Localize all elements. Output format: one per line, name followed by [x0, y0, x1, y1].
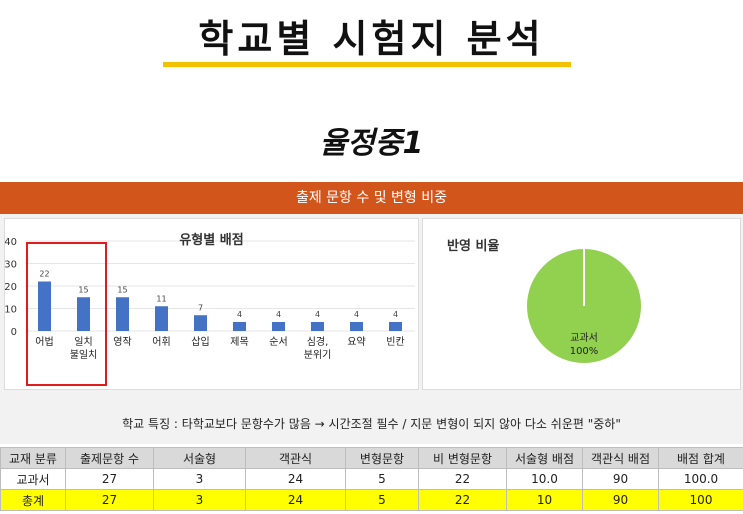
- x-tick-label: 분위기: [304, 348, 332, 361]
- table-cell: 27: [65, 489, 154, 511]
- table-cell: 90: [582, 489, 659, 511]
- panel-header: 출제 문항 수 및 변형 비중: [0, 182, 743, 214]
- bar: [38, 281, 51, 331]
- col-header: 서술형 배점: [506, 447, 583, 469]
- analysis-panel: 출제 문항 수 및 변형 비중 0 10 20 30 40 22 어법 15 일치 불일치 15 영작…: [0, 182, 743, 444]
- table-cell: 22: [418, 468, 507, 490]
- x-tick-label: 심경,: [307, 335, 329, 348]
- pie-data-label: 교과서: [570, 332, 598, 344]
- table-cell: 3: [153, 489, 246, 511]
- page-title: 학교별 시험지 분석: [198, 17, 545, 61]
- table-cell: 교과서: [0, 468, 66, 490]
- pie-chart: 교과서 100%: [527, 249, 641, 363]
- table-cell: 5: [345, 489, 419, 511]
- school-feature-note: 학교 특징 : 타학교보다 문항수가 많음 → 시간조절 필수 / 지문 변형이…: [122, 417, 621, 431]
- bar: [77, 297, 90, 331]
- data-label: 22: [39, 270, 49, 279]
- y-tick-label: 20: [5, 282, 17, 293]
- bar: [194, 315, 207, 331]
- bar: [389, 322, 402, 331]
- y-tick-label: 0: [11, 327, 17, 338]
- col-header: 배점 합계: [658, 447, 743, 469]
- x-tick-label: 어휘: [152, 336, 170, 348]
- table-cell: 24: [245, 468, 346, 490]
- pie-chart-card: 반영 비율 교과서 100%: [422, 218, 741, 390]
- y-tick-label: 30: [5, 260, 17, 271]
- x-tick-label: 순서: [269, 336, 287, 348]
- table-cell: 총계: [0, 489, 66, 511]
- bar: [350, 322, 363, 331]
- bar-chart-title: 유형별 배점: [179, 233, 244, 248]
- table-cell: 22: [418, 489, 507, 511]
- x-tick-label: 어법: [35, 336, 53, 348]
- data-label: 7: [198, 303, 203, 312]
- data-label: 4: [237, 310, 242, 319]
- bar-chart-card: 0 10 20 30 40 22 어법 15 일치 불일치 15 영작 11 어휘 7 삽입 4 제목 4 순서 4 심경…: [4, 218, 419, 390]
- table-cell: 10: [506, 489, 583, 511]
- col-header: 서술형: [153, 447, 246, 469]
- bar: [116, 297, 129, 331]
- data-label: 4: [276, 310, 281, 319]
- title-underline: [163, 62, 571, 67]
- x-tick-label: 불일치: [70, 349, 98, 361]
- data-label: 4: [354, 310, 359, 319]
- table-cell: 90: [582, 468, 659, 490]
- summary-table: 교재 분류 출제문항 수 서술형 객관식 변형문항 비 변형문항 서술형 배점 …: [0, 447, 743, 511]
- highlight-box: [26, 242, 107, 386]
- x-tick-label: 삽입: [191, 335, 209, 348]
- x-tick-label: 빈칸: [386, 336, 404, 348]
- y-tick-label: 10: [5, 305, 17, 316]
- data-label: 15: [78, 285, 88, 294]
- y-tick-label: 40: [5, 237, 17, 248]
- bar: [311, 322, 324, 331]
- table-header-row: 교재 분류 출제문항 수 서술형 객관식 변형문항 비 변형문항 서술형 배점 …: [0, 447, 743, 469]
- bar: [233, 322, 246, 331]
- bar: [272, 322, 285, 331]
- pie-chart-title: 반영 비율: [447, 239, 500, 254]
- table-cell: 24: [245, 489, 346, 511]
- table-cell: 5: [345, 468, 419, 490]
- table-cell: 3: [153, 468, 246, 490]
- data-label: 15: [117, 285, 127, 294]
- x-tick-label: 영작: [113, 336, 131, 348]
- table-row: 총계 27 3 24 5 22 10 90 100: [0, 489, 743, 511]
- x-tick-label: 제목: [230, 336, 248, 348]
- x-tick-label: 일치: [74, 336, 92, 348]
- table-row: 교과서 27 3 24 5 22 10.0 90 100.0: [0, 468, 743, 490]
- pie-data-label: 100%: [570, 346, 599, 357]
- col-header: 출제문항 수: [65, 447, 154, 469]
- x-tick-label: 요약: [347, 336, 365, 348]
- data-label: 4: [393, 310, 398, 319]
- col-header: 교재 분류: [0, 447, 66, 469]
- data-label: 4: [315, 310, 320, 319]
- col-header: 객관식: [245, 447, 346, 469]
- col-header: 객관식 배점: [582, 447, 659, 469]
- table-cell: 27: [65, 468, 154, 490]
- school-name: 율정중1: [319, 126, 424, 161]
- col-header: 비 변형문항: [418, 447, 507, 469]
- table-cell: 100.0: [658, 468, 743, 490]
- data-label: 11: [156, 294, 166, 303]
- table-cell: 10.0: [506, 468, 583, 490]
- bar: [155, 306, 168, 331]
- table-cell: 100: [658, 489, 743, 511]
- col-header: 변형문항: [345, 447, 419, 469]
